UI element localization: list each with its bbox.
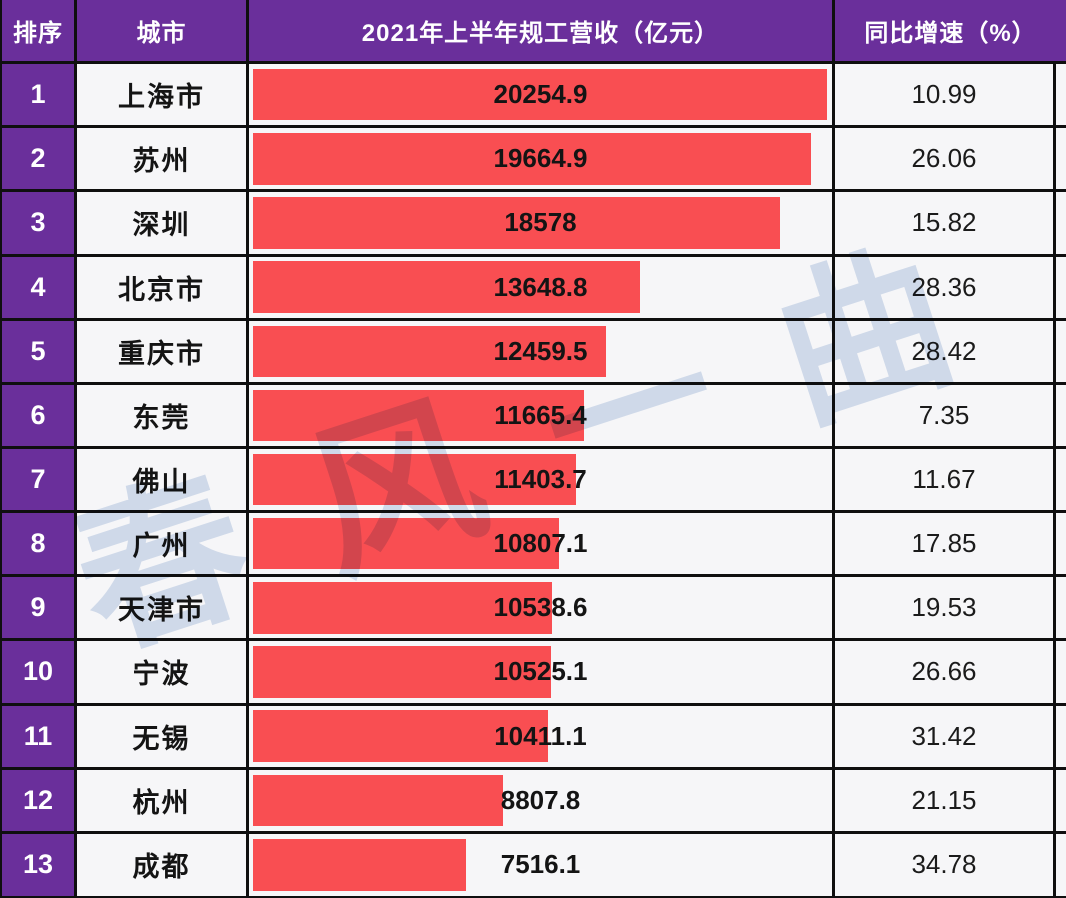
revenue-value: 10538.6: [493, 592, 588, 623]
rank-cell: 1: [2, 64, 77, 129]
revenue-value: 11403.7: [494, 464, 587, 495]
right-sliver-cell: [1056, 64, 1066, 129]
rank-cell: 3: [2, 192, 77, 257]
header-revenue: 2021年上半年规工营收（亿元）: [249, 0, 835, 65]
growth-cell: 11.67: [835, 449, 1056, 514]
city-cell: 北京市: [77, 256, 249, 321]
rank-cell: 7: [2, 449, 77, 514]
revenue-value: 12459.5: [493, 335, 588, 366]
revenue-bar-cell: 19664.9: [249, 128, 835, 193]
revenue-bar: [253, 838, 467, 892]
revenue-bar-cell: 11403.7: [249, 449, 835, 514]
growth-cell: 7.35: [835, 384, 1056, 449]
rank-cell: 8: [2, 513, 77, 578]
revenue-bar-cell: 11665.4: [249, 384, 835, 449]
city-cell: 上海市: [77, 64, 249, 129]
revenue-bar: [253, 710, 549, 762]
header-city: 城市: [77, 0, 249, 65]
right-sliver-cell: [1056, 577, 1066, 642]
city-cell: 天津市: [77, 577, 249, 642]
right-sliver-cell: [1056, 128, 1066, 193]
growth-cell: 31.42: [835, 705, 1056, 770]
revenue-bar-cell: 10807.1: [249, 513, 835, 578]
city-cell: 苏州: [77, 128, 249, 193]
revenue-value: 19664.9: [493, 143, 588, 174]
rank-cell: 2: [2, 128, 77, 193]
rank-cell: 11: [2, 705, 77, 770]
right-sliver-cell: [1056, 513, 1066, 578]
revenue-bar: [253, 197, 780, 249]
revenue-bar: [253, 69, 828, 121]
header-growth: 同比增速（%）: [835, 0, 1066, 65]
city-cell: 宁波: [77, 641, 249, 706]
city-cell: 重庆市: [77, 320, 249, 385]
revenue-bar: [253, 325, 607, 377]
revenue-bar: [253, 582, 552, 634]
right-sliver-cell: [1056, 256, 1066, 321]
revenue-bar-cell: 10525.1: [249, 641, 835, 706]
right-sliver-cell: [1056, 384, 1066, 449]
revenue-bar-cell: 12459.5: [249, 320, 835, 385]
revenue-bar: [253, 389, 584, 442]
revenue-bar: [253, 261, 640, 313]
revenue-bar-cell: 7516.1: [249, 833, 835, 898]
growth-cell: 34.78: [835, 833, 1056, 898]
revenue-bar-cell: 18578: [249, 192, 835, 257]
growth-cell: 15.82: [835, 192, 1056, 257]
revenue-bar-cell: 20254.9: [249, 64, 835, 129]
growth-cell: 28.42: [835, 320, 1056, 385]
revenue-bar-cell: 13648.8: [249, 256, 835, 321]
header-rank: 排序: [2, 0, 77, 65]
rank-cell: 9: [2, 577, 77, 642]
revenue-value: 8807.8: [500, 784, 581, 815]
rank-cell: 12: [2, 769, 77, 834]
revenue-bar: [253, 646, 552, 698]
city-cell: 成都: [77, 833, 249, 898]
revenue-bar-cell: 10538.6: [249, 577, 835, 642]
growth-cell: 19.53: [835, 577, 1056, 642]
right-sliver-cell: [1056, 449, 1066, 514]
rank-cell: 4: [2, 256, 77, 321]
city-cell: 佛山: [77, 449, 249, 514]
revenue-value: 11665.4: [494, 399, 587, 430]
growth-cell: 28.36: [835, 256, 1056, 321]
growth-cell: 10.99: [835, 64, 1056, 129]
revenue-value: 10525.1: [493, 656, 588, 687]
rank-cell: 6: [2, 384, 77, 449]
revenue-bar: [253, 453, 577, 506]
revenue-bar-cell: 8807.8: [249, 769, 835, 834]
revenue-value: 20254.9: [493, 79, 588, 110]
right-sliver-cell: [1056, 833, 1066, 898]
rank-cell: 10: [2, 641, 77, 706]
city-cell: 杭州: [77, 769, 249, 834]
right-sliver-cell: [1056, 320, 1066, 385]
revenue-value: 10411.1: [494, 720, 587, 751]
revenue-value: 7516.1: [500, 849, 581, 880]
city-cell: 无锡: [77, 705, 249, 770]
city-cell: 深圳: [77, 192, 249, 257]
revenue-value: 18578: [504, 207, 577, 238]
growth-cell: 21.15: [835, 769, 1056, 834]
revenue-bar: [253, 774, 503, 826]
right-sliver-cell: [1056, 192, 1066, 257]
right-sliver-cell: [1056, 769, 1066, 834]
city-cell: 广州: [77, 513, 249, 578]
growth-cell: 26.06: [835, 128, 1056, 193]
revenue-bar: [253, 133, 811, 185]
revenue-value: 10807.1: [493, 528, 588, 559]
revenue-bar-cell: 10411.1: [249, 705, 835, 770]
growth-cell: 26.66: [835, 641, 1056, 706]
rank-cell: 5: [2, 320, 77, 385]
right-sliver-cell: [1056, 641, 1066, 706]
city-cell: 东莞: [77, 384, 249, 449]
right-sliver-cell: [1056, 705, 1066, 770]
growth-cell: 17.85: [835, 513, 1056, 578]
revenue-value: 13648.8: [493, 271, 588, 302]
revenue-bar: [253, 518, 560, 570]
rank-cell: 13: [2, 833, 77, 898]
